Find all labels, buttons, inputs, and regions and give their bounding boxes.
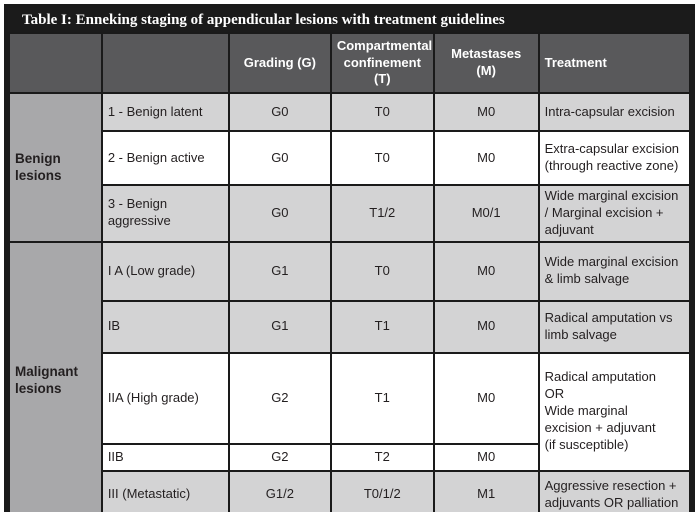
table-row: IIA (High grade) G2 T1 M0 Radical amputa… [9, 351, 692, 472]
col-header-empty-stage [100, 32, 230, 94]
metastases-cell: M0 [432, 130, 540, 186]
stage-cell: 2 - Benign active [100, 130, 230, 186]
treatment-cell: Radical amputation OR Wide marginal exci… [537, 351, 692, 472]
treatment-cell: Wide marginal excision & limb salvage [537, 240, 692, 302]
treatment-cell: Extra-capsular excision (through reactiv… [537, 130, 692, 186]
metastases-cell: M1 [432, 469, 540, 512]
stage-cell: I A (Low grade) [100, 240, 230, 302]
table-header-row: Grading (G) Compartmental confinement (T… [8, 32, 692, 94]
stage-cell: 3 - Benign aggressive [100, 184, 230, 243]
confinement-cell: T1/2 [329, 184, 435, 243]
table-row: Benign lesions 1 - Benign latent G0 T0 M… [8, 92, 692, 243]
confinement-cell: T0/1/2 [329, 469, 435, 512]
grading-cell: G1 [227, 299, 332, 354]
metastases-cell: M0 [432, 92, 540, 132]
treatment-cell: Intra-capsular excision [537, 92, 692, 132]
grading-cell: G0 [227, 130, 332, 186]
treatment-cell: Aggressive resection + adjuvants OR pall… [537, 469, 692, 512]
table-row: IB G1 T1 M0 Radical amputation vs limb s… [9, 299, 692, 354]
grading-cell: G2 [227, 442, 332, 472]
table-row: III (Metastatic) G1/2 T0/1/2 M1 Aggressi… [9, 469, 692, 512]
grading-cell: G1/2 [227, 469, 332, 512]
group-label-benign: Benign lesions [8, 92, 103, 243]
metastases-cell: M0 [432, 240, 540, 302]
col-header-compartmental: Compartmental confinement (T) [329, 32, 435, 94]
table-title: Table I: Enneking staging of appendicula… [8, 8, 691, 32]
table-frame: Table I: Enneking staging of appendicula… [4, 4, 695, 512]
table-row: 3 - Benign aggressive G0 T1/2 M0/1 Wide … [9, 184, 692, 243]
col-header-treatment: Treatment [537, 32, 692, 94]
stage-cell: IIB [100, 442, 230, 472]
col-header-empty-group [8, 32, 103, 94]
grading-cell: G0 [227, 92, 332, 132]
treatment-cell: Wide marginal excision / Marginal excisi… [537, 184, 692, 243]
stage-cell: IIA (High grade) [100, 351, 230, 445]
confinement-cell: T1 [329, 351, 435, 445]
table-row: IIB G2 T2 M0 [9, 442, 690, 472]
group-label-malignant: Malignant lesions [8, 240, 103, 512]
confinement-cell: T2 [329, 442, 435, 472]
metastases-cell: M0 [432, 351, 540, 445]
grading-cell: G2 [227, 351, 332, 445]
grading-cell: G1 [227, 240, 332, 302]
col-header-metastases: Metastases (M) [432, 32, 540, 94]
stage-cell: III (Metastatic) [100, 469, 230, 512]
metastases-cell: M0/1 [432, 184, 540, 243]
col-header-grading: Grading (G) [227, 32, 332, 94]
enneking-staging-table: Grading (G) Compartmental confinement (T… [8, 32, 692, 512]
stage-cell: IB [100, 299, 230, 354]
table-row: Malignant lesions I A (Low grade) G1 T0 … [8, 240, 692, 512]
grading-cell: G0 [227, 184, 332, 243]
table-row: 2 - Benign active G0 T0 M0 Extra-capsula… [9, 130, 692, 186]
confinement-cell: T0 [329, 240, 435, 302]
metastases-cell: M0 [432, 442, 540, 472]
metastases-cell: M0 [432, 299, 540, 354]
treatment-cell: Radical amputation vs limb salvage [537, 299, 692, 354]
confinement-cell: T0 [329, 130, 435, 186]
confinement-cell: T1 [329, 299, 435, 354]
stage-cell: 1 - Benign latent [100, 92, 230, 132]
confinement-cell: T0 [329, 92, 435, 132]
